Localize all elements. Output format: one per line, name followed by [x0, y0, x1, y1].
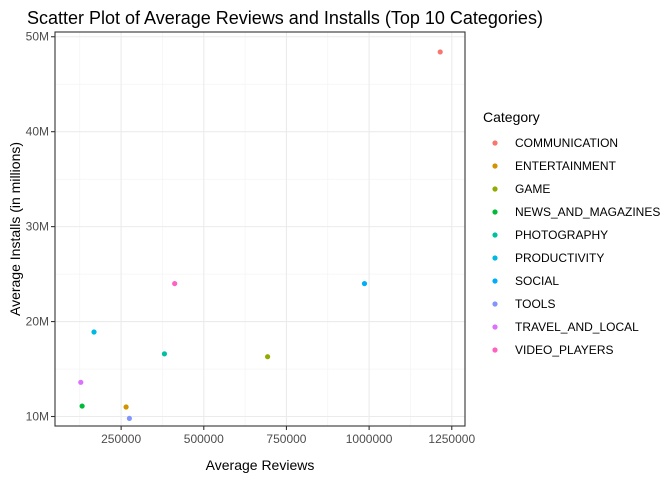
legend-label: NEWS_AND_MAGAZINES	[515, 205, 660, 219]
x-tick-label: 500000	[184, 432, 224, 446]
y-tick-label: 10M	[26, 410, 49, 424]
legend-label: TRAVEL_AND_LOCAL	[515, 320, 639, 334]
legend-label: ENTERTAINMENT	[515, 159, 617, 173]
data-point	[79, 403, 85, 409]
data-point	[123, 404, 129, 410]
plot-panel	[54, 31, 466, 427]
legend-key	[492, 232, 498, 238]
data-point	[437, 49, 443, 55]
tick-layer: 250000 500000 750000 1000000 1250000 10M 20M 30…	[26, 30, 476, 446]
data-point	[361, 280, 368, 287]
legend-key	[492, 163, 498, 169]
chart-title: Scatter Plot of Average Reviews and Inst…	[27, 8, 543, 28]
data-point	[126, 415, 132, 422]
legend-key	[492, 255, 498, 261]
point-layer	[78, 49, 443, 422]
x-tick-label: 250000	[101, 432, 141, 446]
legend-label: GAME	[515, 182, 550, 196]
legend-key	[492, 186, 498, 192]
legend: Category COMMUNICATION ENTERTAINMENT GAME N…	[483, 109, 660, 357]
legend-label: PRODUCTIVITY	[515, 251, 604, 265]
y-axis-label: Average Installs (in millions)	[7, 142, 23, 316]
data-point	[91, 329, 97, 335]
y-tick-label: 30M	[26, 220, 49, 234]
legend-label: PHOTOGRAPHY	[515, 228, 608, 242]
x-tick-label: 1250000	[428, 432, 475, 446]
data-point	[161, 351, 168, 357]
legend-label: VIDEO_PLAYERS	[515, 343, 613, 357]
data-point	[265, 354, 271, 360]
y-tick-label: 40M	[26, 125, 49, 139]
y-tick-label: 50M	[26, 30, 49, 44]
legend-label: COMMUNICATION	[515, 136, 618, 150]
legend-key	[492, 209, 498, 215]
legend-key	[492, 301, 498, 307]
legend-key	[492, 324, 498, 330]
legend-label: TOOLS	[515, 297, 555, 311]
legend-key	[492, 278, 498, 284]
x-tick-label: 750000	[266, 432, 306, 446]
legend-key	[492, 347, 498, 353]
legend-key	[492, 140, 498, 146]
grid-layer	[55, 32, 465, 426]
legend-label: SOCIAL	[515, 274, 559, 288]
legend-title: Category	[483, 109, 540, 125]
x-tick-label: 1000000	[346, 432, 393, 446]
x-axis-label: Average Reviews	[206, 457, 315, 473]
data-point	[172, 280, 178, 287]
data-point	[78, 379, 84, 385]
y-tick-label: 20M	[26, 315, 49, 329]
